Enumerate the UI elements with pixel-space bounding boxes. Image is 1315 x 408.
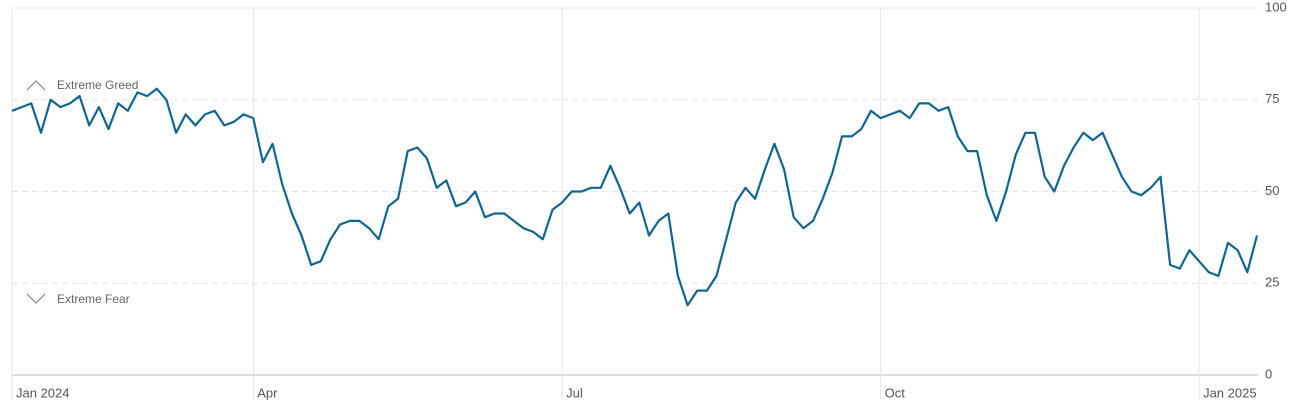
y-tick-label: 50 xyxy=(1265,183,1279,198)
x-tick-label: Jan 2025 xyxy=(1203,385,1257,400)
annotation: Extreme Greed xyxy=(57,78,138,92)
y-tick-label: 25 xyxy=(1265,275,1279,290)
y-tick-label: 0 xyxy=(1265,366,1272,381)
x-tick-label: Apr xyxy=(257,385,278,400)
y-tick-label: 100 xyxy=(1265,0,1287,14)
x-tick-label: Jul xyxy=(566,385,583,400)
series-line xyxy=(11,87,1259,307)
fear-chevron xyxy=(26,293,46,304)
x-tick-label: Jan 2024 xyxy=(16,385,70,400)
annotation: Extreme Fear xyxy=(57,292,130,306)
greed-chevron xyxy=(26,80,46,91)
x-tick-label: Oct xyxy=(885,385,906,400)
y-tick-label: 75 xyxy=(1265,91,1279,106)
